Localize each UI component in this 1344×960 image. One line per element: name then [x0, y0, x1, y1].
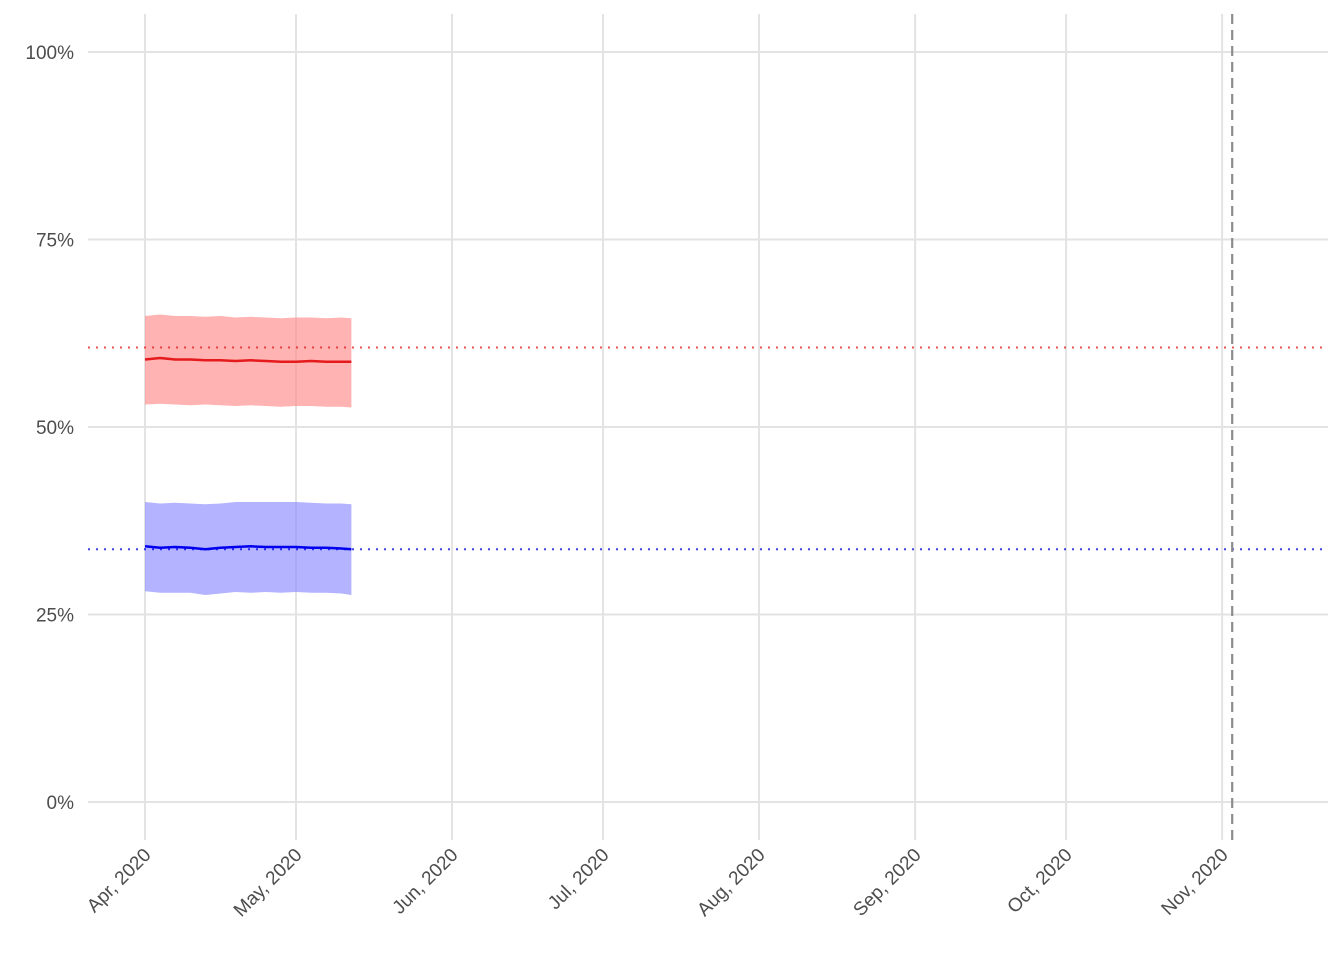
x-tick-label: Sep, 2020 [850, 845, 926, 921]
x-tick-label: Oct, 2020 [1004, 845, 1077, 918]
y-axis-tick-labels: 0% 25% 50% 75% 100% [25, 43, 74, 814]
x-tick-label: May, 2020 [230, 845, 307, 922]
reference-lines [88, 346, 1328, 551]
series-line [144, 356, 352, 364]
x-tick-label: Jun, 2020 [389, 845, 463, 919]
series-lines [144, 356, 352, 551]
x-tick-label: Nov, 2020 [1158, 845, 1233, 920]
grid [88, 14, 1328, 840]
y-tick-label: 75% [36, 231, 74, 252]
confidence-bands [145, 314, 352, 595]
x-tick-label: Apr, 2020 [83, 845, 155, 917]
series-line [144, 545, 352, 551]
y-tick-label: 0% [47, 793, 75, 814]
x-axis-tick-labels: Apr, 2020 May, 2020 Jun, 2020 Jul, 2020 Aug,… [83, 845, 1233, 922]
y-tick-label: 25% [36, 606, 74, 627]
y-tick-label: 50% [36, 418, 74, 439]
y-tick-label: 100% [25, 43, 74, 64]
x-tick-label: Jul, 2020 [544, 845, 613, 914]
x-tick-label: Aug, 2020 [693, 845, 769, 921]
